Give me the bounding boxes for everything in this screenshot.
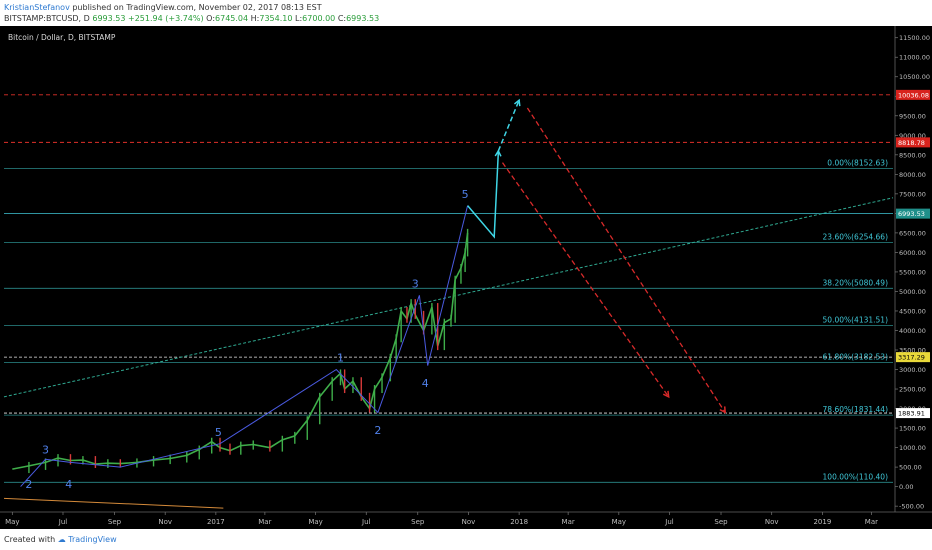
high-value: 7354.10: [259, 14, 293, 23]
y-tick-label: 8500.00: [899, 151, 926, 159]
author-link[interactable]: KristianStefanov: [4, 3, 70, 12]
price-label-box: [896, 352, 930, 363]
bearish-projection-line: [526, 107, 726, 413]
chart-footer: Created with ☁ TradingView: [0, 529, 932, 550]
y-tick-label: 9500.00: [899, 112, 926, 120]
x-tick-label: Mar: [865, 518, 878, 526]
y-tick-label: 6000.00: [899, 249, 926, 257]
x-tick-label: Nov: [158, 518, 172, 526]
bearish-projection-arrow: [662, 390, 670, 399]
symbol-label: BITSTAMP:BTCUSD, D: [4, 14, 90, 23]
price-label-box: [896, 137, 930, 148]
tradingview-brand[interactable]: TradingView: [68, 535, 117, 544]
fib-level-label: 0.00%(8152.63): [827, 158, 888, 167]
x-tick-label: May: [5, 518, 19, 526]
x-tick-label: Jul: [58, 518, 68, 526]
chart-title: Bitcoin / Dollar, D, BITSTAMP: [8, 33, 116, 42]
elliott-wave-line: [20, 205, 469, 487]
tradingview-logo-icon: ☁: [57, 535, 66, 544]
y-tick-label: 4500.00: [899, 307, 926, 315]
orange-trendline: [3, 497, 224, 509]
y-tick-label: 2500.00: [899, 386, 926, 394]
y-tick-label: 4000.00: [899, 327, 926, 335]
x-tick-label: Jul: [361, 518, 371, 526]
projection-arrow: [494, 149, 502, 157]
price-chart[interactable]: 0.00%(8152.63) 23.60%(6254.66) 38.20%(5080…: [0, 26, 932, 529]
y-tick-label: 0.00: [899, 483, 913, 491]
open-label: O:: [206, 14, 216, 23]
y-tick-label: 5500.00: [899, 268, 926, 276]
price-label-text: 6993.53: [898, 210, 925, 218]
close-label: C:: [337, 14, 347, 23]
x-tick-label: May: [612, 518, 626, 526]
y-tick-label: 6500.00: [899, 229, 926, 237]
y-tick-label: 5000.00: [899, 288, 926, 296]
x-tick-label: 2018: [510, 518, 528, 526]
y-tick-label: 11500.00: [899, 34, 930, 42]
price-label-box: [896, 89, 930, 100]
x-tick-label: 2017: [207, 518, 225, 526]
x-tick-label: Sep: [108, 518, 122, 526]
wave-label: 4: [65, 478, 72, 491]
x-tick-label: May: [308, 518, 322, 526]
x-tick-label: Jul: [664, 518, 674, 526]
close-value: 6993.53: [346, 14, 380, 23]
price-label-text: 3317.29: [898, 354, 925, 362]
chart-header: KristianStefanov published on TradingVie…: [0, 0, 932, 26]
x-tick-label: Nov: [462, 518, 476, 526]
price-label-text: 10036.08: [898, 91, 929, 99]
wave-label: 2: [25, 478, 32, 491]
x-tick-label: Nov: [765, 518, 779, 526]
wave-label: 1: [337, 352, 344, 365]
x-tick-label: 2019: [813, 518, 831, 526]
price-change: +251.94 (+3.74%): [128, 14, 204, 23]
wave-label: 5: [462, 188, 469, 201]
low-label: L:: [295, 14, 303, 23]
bearish-projection-arrow: [719, 406, 727, 414]
high-label: H:: [250, 14, 260, 23]
created-with-text: Created with: [4, 535, 56, 544]
price-label-box: [896, 208, 930, 219]
wave-label: 5: [215, 426, 222, 439]
ohlc-line: BITSTAMP:BTCUSD, D 6993.53 +251.94 (+3.7…: [4, 13, 379, 24]
y-tick-label: 9000.00: [899, 132, 926, 140]
x-tick-label: Mar: [258, 518, 271, 526]
y-tick-label: 1500.00: [899, 425, 926, 433]
y-tick-label: 7500.00: [899, 190, 926, 198]
y-tick-label: 10500.00: [899, 73, 930, 81]
y-tick-label: 3500.00: [899, 347, 926, 355]
publish-text: published on TradingView.com, November 0…: [69, 3, 322, 12]
projection-path: [467, 150, 500, 239]
long-term-trendline: [3, 197, 894, 398]
y-tick-label: 1000.00: [899, 444, 926, 452]
price-label-box: [896, 408, 930, 419]
fib-level-label: 38.20%(5080.49): [823, 278, 889, 287]
publish-info: KristianStefanov published on TradingVie…: [4, 2, 322, 13]
fib-level-label: 100.00%(110.40): [823, 472, 889, 481]
x-tick-label: Sep: [714, 518, 728, 526]
wave-label: 2: [374, 424, 381, 437]
price-label-text: 1883.91: [898, 410, 925, 418]
projection-arrow: [513, 98, 521, 107]
y-tick-label: 11000.00: [899, 54, 930, 62]
wave-label: 3: [412, 278, 419, 291]
wave-label: 3: [42, 443, 49, 456]
low-value: 6700.00: [302, 14, 336, 23]
x-tick-label: Sep: [411, 518, 425, 526]
y-tick-label: 500.00: [899, 464, 922, 472]
fib-level-label: 23.60%(6254.66): [823, 232, 889, 241]
y-tick-label: 8000.00: [899, 171, 926, 179]
y-tick-label: 3000.00: [899, 366, 926, 374]
wave-label: 4: [422, 377, 429, 390]
chart-area[interactable]: 0.00%(8152.63) 23.60%(6254.66) 38.20%(5080…: [0, 26, 932, 529]
y-tick-label: -500.00: [899, 503, 924, 511]
price-label-text: 8818.78: [898, 139, 925, 147]
open-value: 6745.04: [215, 14, 249, 23]
x-tick-label: Mar: [562, 518, 575, 526]
fib-level-label: 50.00%(4131.51): [823, 315, 889, 324]
fib-level-label: 78.60%(1831.44): [823, 405, 889, 414]
projection-dashed-line: [497, 99, 520, 152]
last-price: 6993.53: [92, 14, 126, 23]
